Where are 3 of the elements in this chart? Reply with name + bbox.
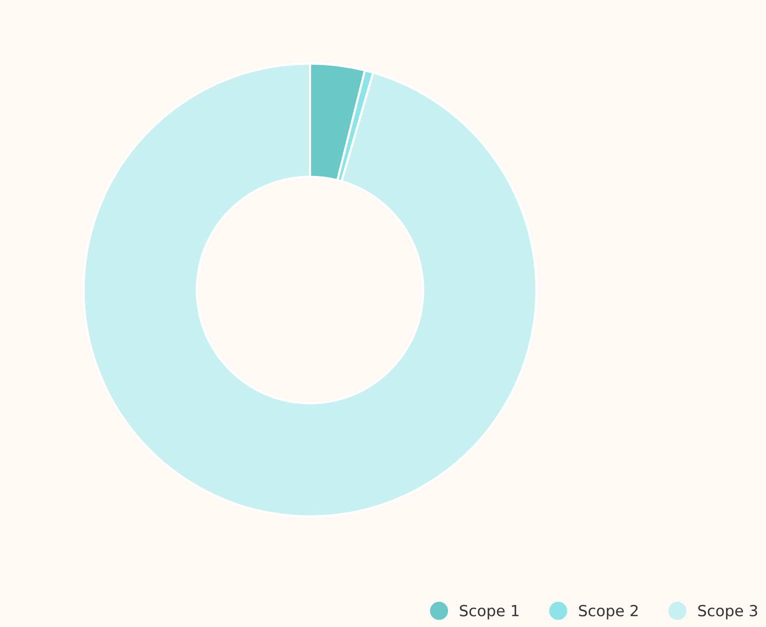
legend-label: Scope 1 (460, 604, 519, 620)
legend-label: Scope 3 (698, 604, 758, 620)
legend-label: Scope 2 (579, 604, 638, 620)
